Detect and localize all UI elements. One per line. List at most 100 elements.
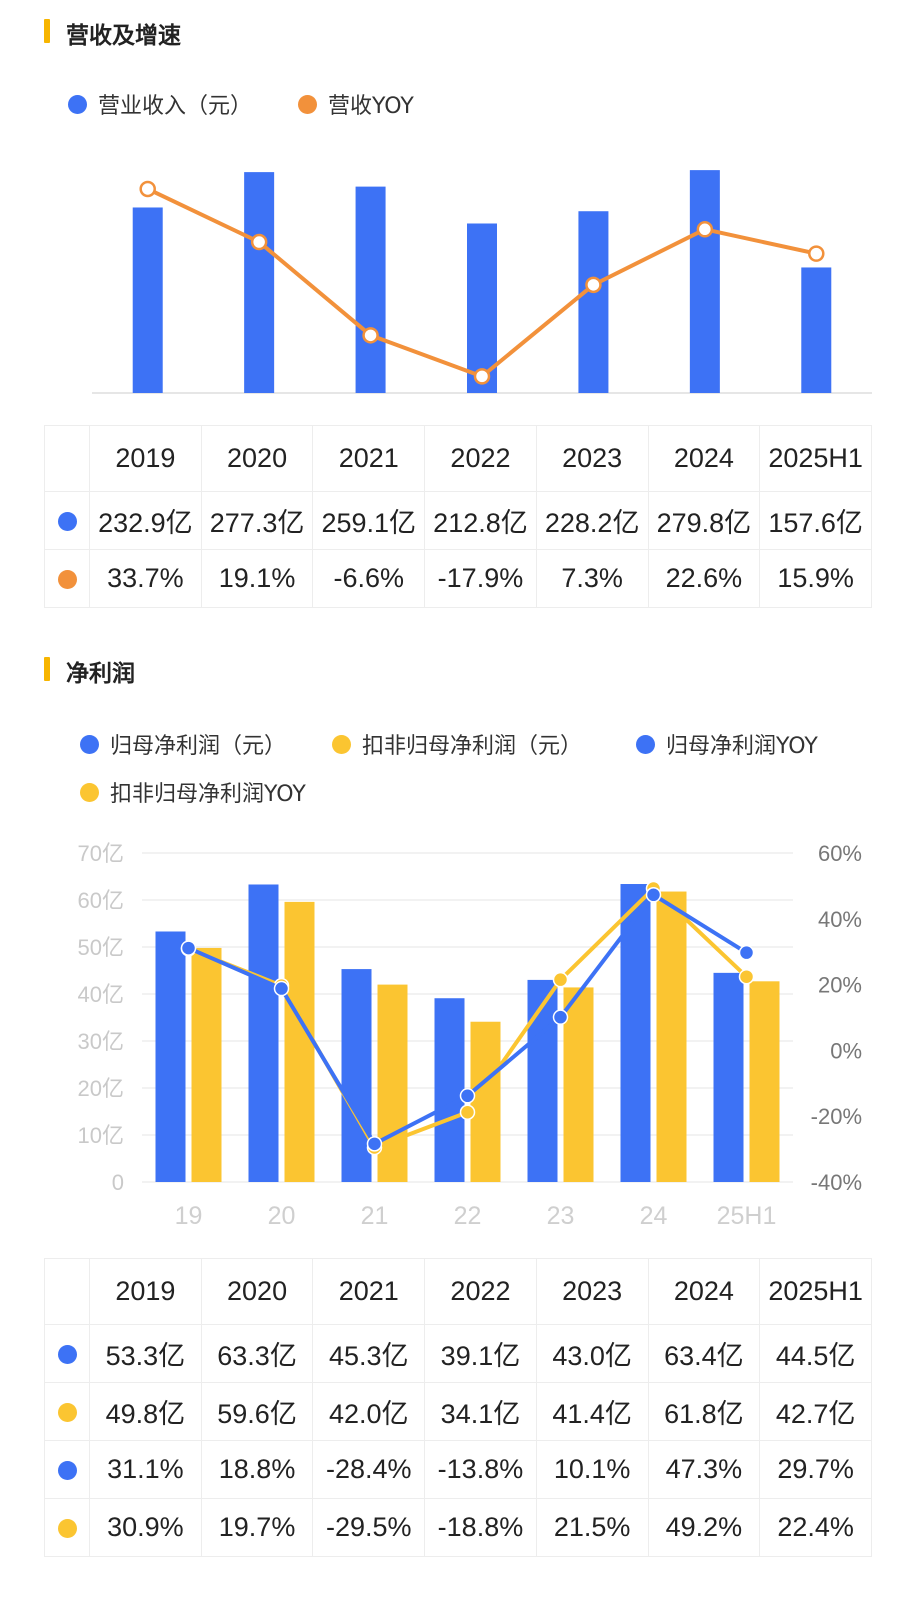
year-cell: 2019 <box>89 1258 202 1325</box>
row-marker <box>44 1440 90 1499</box>
value-cell: 19.7% <box>200 1498 314 1557</box>
x-tick-label: 22 <box>454 1202 482 1230</box>
revenue-yoy-point <box>696 221 714 238</box>
value-cell: -28.4% <box>312 1440 426 1499</box>
y2-tick-label: -40% <box>811 1170 862 1195</box>
revenue-yoy-point <box>473 368 491 385</box>
row-marker <box>44 1324 90 1383</box>
table-row: 49.8亿 59.6亿 42.0亿 34.1亿 41.4亿 61.8亿 42.7… <box>44 1382 872 1441</box>
value-cell: 10.1% <box>535 1440 649 1499</box>
legend-dot-revenue-yoy <box>298 95 317 114</box>
year-cell: 2023 <box>535 425 649 492</box>
net-profit-yoy-point <box>366 1136 383 1152</box>
net-profit-yoy-point <box>738 944 755 961</box>
value-cell: 63.4亿 <box>647 1324 761 1383</box>
deducted-profit-yoy-point <box>552 971 569 988</box>
year-cell: 2019 <box>89 425 202 492</box>
title-accent-bar <box>44 657 50 681</box>
value-cell: 41.4亿 <box>535 1382 649 1441</box>
table-row: 53.3亿 63.3亿 45.3亿 39.1亿 43.0亿 63.4亿 44.5… <box>44 1324 872 1383</box>
value-cell: 42.7亿 <box>759 1382 872 1441</box>
net-profit-bar <box>248 884 279 1182</box>
table-corner <box>44 425 90 492</box>
net-profit-bar <box>434 998 465 1182</box>
y2-tick-label: 0% <box>830 1038 862 1063</box>
table-header-row: 2019 2020 2021 2022 2023 2024 2025H1 <box>44 1258 872 1325</box>
deducted-profit-bar <box>377 984 408 1182</box>
x-tick-label: 23 <box>547 1202 575 1230</box>
y-tick-label: 0 <box>112 1170 124 1195</box>
value-cell: -6.6% <box>312 549 426 608</box>
year-cell: 2024 <box>647 1258 761 1325</box>
deducted-profit-bar <box>191 947 222 1182</box>
y2-tick-label: 20% <box>818 973 862 998</box>
deducted-profit-yoy-point <box>738 968 755 985</box>
value-cell: 277.3亿 <box>200 491 314 550</box>
row-marker-dot <box>57 1519 77 1539</box>
table-row: 31.1% 18.8% -28.4% -13.8% 10.1% 47.3% 29… <box>44 1440 872 1499</box>
profit-chart: 0 10亿 20亿 30亿 40亿 50亿 60亿 70亿 -40% -20% 0% 20% 40% 60… <box>78 841 862 1230</box>
revenue-bar <box>355 186 386 393</box>
table-header-row: 2019 2020 2021 2022 2023 2024 2025H1 <box>44 425 872 492</box>
revenue-bar <box>132 207 163 393</box>
value-cell: 18.8% <box>200 1440 314 1499</box>
x-tick-label: 24 <box>640 1202 668 1230</box>
value-cell: 30.9% <box>89 1498 202 1557</box>
table-row: 33.7% 19.1% -6.6% -17.9% 7.3% 22.6% 15.9… <box>44 549 872 608</box>
value-cell: 39.1亿 <box>424 1324 537 1383</box>
revenue-bar <box>578 211 609 393</box>
value-cell: 29.7% <box>759 1440 872 1499</box>
value-cell: 31.1% <box>89 1440 202 1499</box>
net-profit-yoy-point <box>552 1009 569 1025</box>
row-marker <box>44 1498 90 1557</box>
year-cell: 2023 <box>535 1258 649 1325</box>
net-profit-yoy-point <box>459 1088 476 1104</box>
net-profit-bar <box>155 931 186 1182</box>
year-cell: 2020 <box>200 1258 314 1325</box>
value-cell: 53.3亿 <box>89 1324 202 1383</box>
value-cell: -29.5% <box>312 1498 426 1557</box>
profit-table: 2019 2020 2021 2022 2023 2024 2025H1 53.… <box>44 1258 872 1557</box>
deducted-profit-bar <box>563 987 594 1182</box>
profit-title-text: 净利润 <box>66 661 135 687</box>
year-cell: 2021 <box>312 1258 426 1325</box>
legend-dot-net-profit <box>80 735 99 754</box>
value-cell: 44.5亿 <box>759 1324 872 1383</box>
net-profit-yoy-point <box>180 940 197 956</box>
legend-revenue-yoy-label: 营收YOY <box>328 94 414 119</box>
row-marker <box>44 491 90 550</box>
revenue-chart <box>92 170 872 394</box>
legend-deducted-profit-yoy-label: 扣非归母净利润YOY <box>110 782 306 807</box>
legend-dot-revenue <box>68 95 87 114</box>
legend-dot-deducted-profit-yoy <box>80 783 99 802</box>
legend-net-profit-label: 归母净利润（元） <box>110 734 287 759</box>
value-cell: 61.8亿 <box>647 1382 761 1441</box>
row-marker-dot <box>57 570 77 590</box>
revenue-yoy-point <box>250 233 268 251</box>
y2-tick-label: 60% <box>818 841 862 866</box>
x-tick-label: 25H1 <box>717 1202 777 1230</box>
year-cell: 2025H1 <box>759 1258 872 1325</box>
y-tick-label: 50亿 <box>78 935 124 960</box>
legend-deducted-profit-label: 扣非归母净利润（元） <box>362 734 583 759</box>
value-cell: 63.3亿 <box>200 1324 314 1383</box>
net-profit-bar <box>620 884 651 1182</box>
revenue-title-text: 营收及增速 <box>66 23 181 49</box>
y2-tick-label: 40% <box>818 907 862 932</box>
revenue-table: 2019 2020 2021 2022 2023 2024 2025H1 232… <box>44 425 872 608</box>
revenue-bar <box>467 223 497 393</box>
value-cell: 7.3% <box>535 549 649 608</box>
year-cell: 2022 <box>424 1258 537 1325</box>
year-cell: 2020 <box>200 425 314 492</box>
y-tick-label: 40亿 <box>78 982 124 1007</box>
deducted-profit-bar <box>284 901 315 1182</box>
year-cell: 2024 <box>647 425 761 492</box>
value-cell: 49.8亿 <box>89 1382 202 1441</box>
value-cell: 49.2% <box>647 1498 761 1557</box>
value-cell: 21.5% <box>535 1498 649 1557</box>
value-cell: 47.3% <box>647 1440 761 1499</box>
value-cell: 19.1% <box>200 549 314 608</box>
value-cell: 22.4% <box>759 1498 872 1557</box>
value-cell: 279.8亿 <box>647 491 761 550</box>
value-cell: -18.8% <box>424 1498 537 1557</box>
